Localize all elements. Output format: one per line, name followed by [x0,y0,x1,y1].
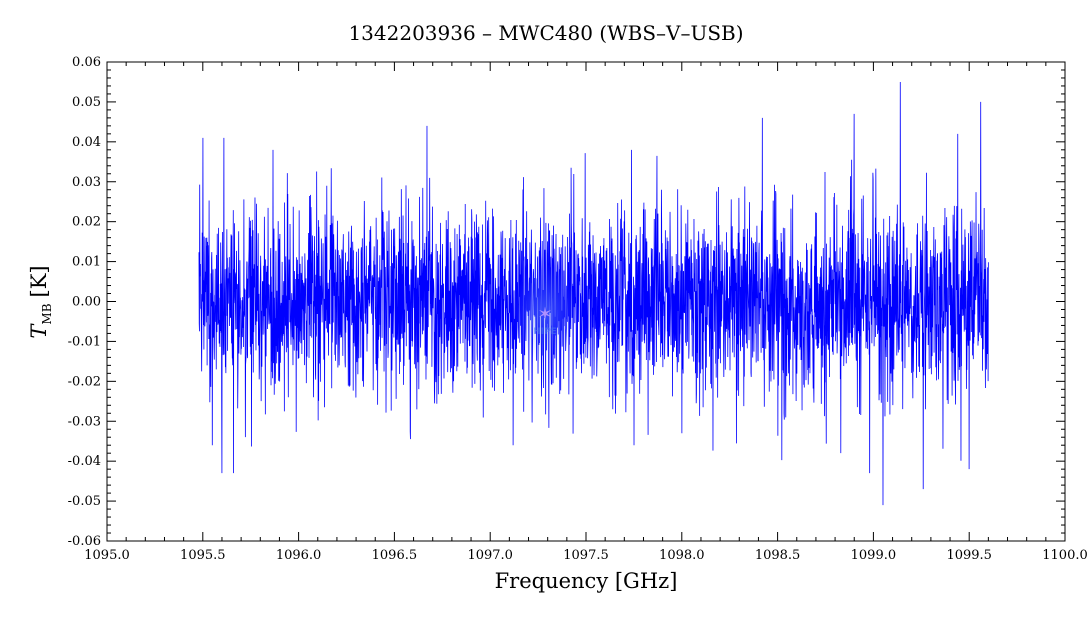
x-tick-label: 1100.0 [1042,548,1088,563]
y-tick-label: 0.06 [72,55,101,70]
watermark-label: HIPE [533,327,557,337]
x-tick-label: 1099.0 [851,548,897,563]
x-tick-label: 1098.5 [755,548,801,563]
y-tick-label: -0.01 [68,334,101,349]
y-tick-label: 0.02 [72,215,101,230]
y-axis-label: TMB [K] [27,265,54,338]
y-tick-label: 0.05 [72,95,101,110]
watermark-star-icon: ✶ [537,304,552,325]
y-tick-label: 0.01 [72,255,101,270]
y-axis-label-subscript: MB [40,303,54,324]
chart-title: 1342203936 – MWC480 (WBS–V–USB) [348,21,743,45]
x-axis: 1095.0 1095.5 1096.0 1096.5 1097.0 1097.5 1098… [84,62,1088,563]
x-tick-label: 1099.5 [946,548,992,563]
y-axis-label-unit: [K] [27,265,51,297]
spectrum-series [198,81,989,506]
y-tick-label: -0.03 [68,414,101,429]
y-axis-label-symbol: T [27,323,51,339]
x-tick-label: 1097.0 [467,548,513,563]
y-tick-label: 0.04 [72,135,101,150]
y-tick-label: -0.04 [68,454,101,469]
spectrum-line [198,81,989,506]
y-tick-label: -0.02 [68,374,101,389]
x-axis-label: Frequency [GHz] [495,569,678,593]
x-tick-label: 1097.5 [563,548,609,563]
hipe-watermark: ✶ HIPE [513,264,577,360]
svg-text:TMB[K]: TMB [K] [27,265,54,338]
x-tick-label: 1096.0 [276,548,322,563]
y-tick-label: 0.00 [72,295,101,310]
x-tick-label: 1098.0 [659,548,705,563]
y-tick-label: -0.05 [68,494,101,509]
x-tick-label: 1096.5 [372,548,418,563]
x-tick-label: 1095.5 [180,548,226,563]
y-tick-label: 0.03 [72,175,101,190]
x-tick-label: 1095.0 [84,548,130,563]
y-axis: 0.06 0.05 0.04 0.03 0.02 0.01 0.00 -0.01 -0.02 -0… [68,55,1065,549]
y-tick-label: -0.06 [68,534,101,549]
